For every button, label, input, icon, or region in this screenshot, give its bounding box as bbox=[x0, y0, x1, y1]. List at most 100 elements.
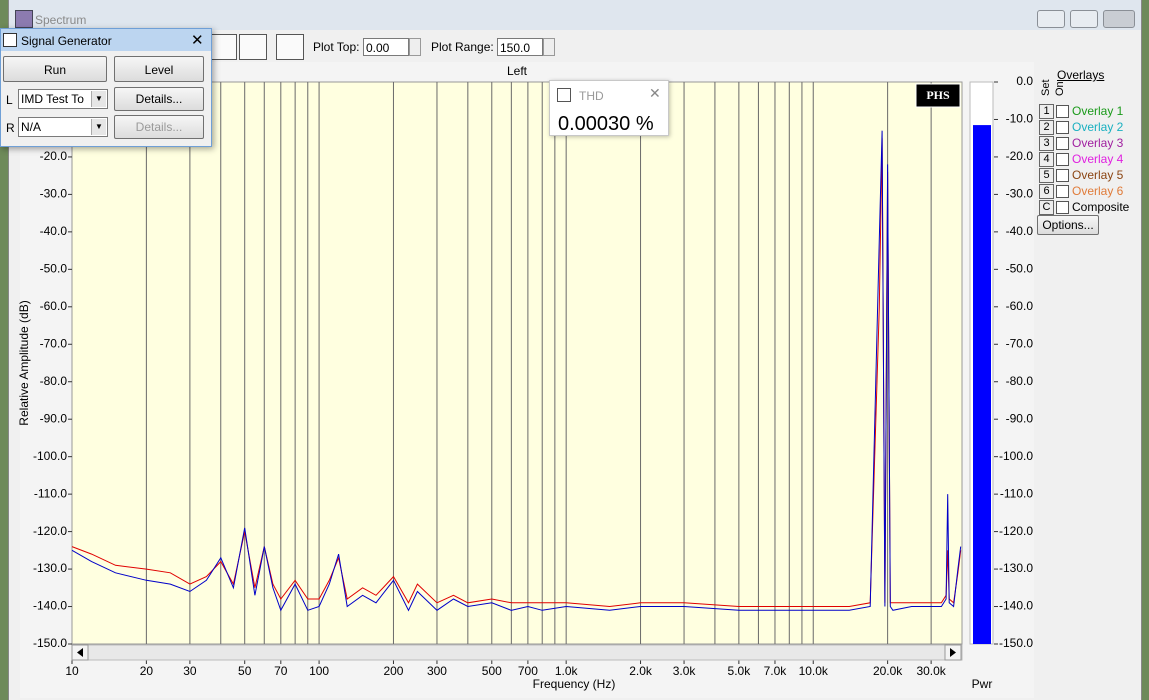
left-channel-label: L bbox=[6, 93, 13, 107]
y-tick-label: -70.0 bbox=[40, 336, 68, 350]
x-tick-label: 5.0k bbox=[728, 664, 752, 678]
meter-bar bbox=[973, 125, 991, 644]
x-tick-label: 300 bbox=[427, 664, 447, 678]
meter-tick-label: -10.0 bbox=[1006, 112, 1034, 126]
x-tick-label: 3.0k bbox=[673, 664, 697, 678]
y-tick-label: -120.0 bbox=[33, 524, 67, 538]
toolbar-scale-button[interactable] bbox=[276, 34, 304, 60]
restore-button[interactable] bbox=[1070, 10, 1098, 28]
signal-generator-window: Signal Generator ✕ Run Level L IMD Test … bbox=[0, 28, 212, 147]
minimize-button[interactable] bbox=[1037, 10, 1065, 28]
x-tick-label: 200 bbox=[383, 664, 403, 678]
overlay-checkbox[interactable] bbox=[1056, 137, 1069, 150]
overlay-label: Overlay 2 bbox=[1072, 120, 1124, 134]
plot-range-input[interactable]: 150.0 bbox=[497, 38, 543, 56]
chart-title: Left bbox=[507, 64, 528, 78]
meter-tick-label: -140.0 bbox=[999, 599, 1033, 613]
meter-label: Pwr bbox=[972, 677, 993, 691]
meter-tick-label: -30.0 bbox=[1006, 187, 1034, 201]
options-button[interactable]: Options... bbox=[1037, 215, 1099, 235]
plot-range-label: Plot Range: bbox=[431, 40, 494, 54]
overlay-checkbox[interactable] bbox=[1056, 201, 1069, 214]
right-details-button[interactable]: Details... bbox=[114, 115, 204, 139]
x-tick-label: 30 bbox=[183, 664, 197, 678]
plot-range-spinner[interactable] bbox=[543, 38, 555, 56]
y-tick-label: -40.0 bbox=[40, 224, 68, 238]
x-tick-label: 1.0k bbox=[555, 664, 579, 678]
meter-tick-label: -50.0 bbox=[1006, 262, 1034, 276]
x-axis-label: Frequency (Hz) bbox=[533, 677, 616, 691]
y-tick-label: -30.0 bbox=[40, 187, 68, 201]
scroll-right-arrow bbox=[950, 648, 956, 657]
overlay-checkbox[interactable] bbox=[1056, 169, 1069, 182]
overlay-set-button[interactable]: 2 bbox=[1039, 120, 1054, 135]
thd-close[interactable]: ✕ bbox=[649, 85, 661, 101]
overlay-set-button[interactable]: 4 bbox=[1039, 152, 1054, 167]
overlay-label: Overlay 1 bbox=[1072, 104, 1124, 118]
set-label: Set bbox=[1040, 79, 1052, 96]
left-details-button[interactable]: Details... bbox=[114, 87, 204, 111]
meter-tick-label: -40.0 bbox=[1006, 224, 1034, 238]
overlay-set-button[interactable]: C bbox=[1039, 200, 1054, 215]
x-tick-label: 100 bbox=[309, 664, 329, 678]
generator-icon bbox=[3, 33, 17, 47]
x-tick-label: 10.0k bbox=[799, 664, 829, 678]
y-tick-label: -150.0 bbox=[33, 636, 67, 650]
plot-top-input[interactable]: 0.00 bbox=[363, 38, 409, 56]
y-tick-label: -50.0 bbox=[40, 262, 68, 276]
meter-tick-label: -100.0 bbox=[999, 449, 1033, 463]
overlay-label: Composite bbox=[1072, 200, 1130, 214]
plot-top-spinner[interactable] bbox=[409, 38, 421, 56]
app-icon bbox=[15, 10, 33, 28]
generator-title: Signal Generator bbox=[21, 34, 112, 48]
overlay-checkbox[interactable] bbox=[1056, 153, 1069, 166]
x-tick-label: 50 bbox=[238, 664, 252, 678]
overlay-checkbox[interactable] bbox=[1056, 185, 1069, 198]
meter-tick-label: -150.0 bbox=[999, 636, 1033, 650]
logo-box bbox=[915, 83, 961, 108]
spectrum-trace bbox=[71, 130, 962, 612]
meter-tick-label: -120.0 bbox=[999, 524, 1033, 538]
left-signal-combo[interactable]: IMD Test To ▼ bbox=[18, 89, 108, 109]
overlay-label: Overlay 3 bbox=[1072, 136, 1124, 150]
meter-tick-label: -110.0 bbox=[1000, 486, 1033, 500]
on-label: On bbox=[1054, 81, 1066, 96]
x-tick-label: 7.0k bbox=[764, 664, 788, 678]
y-tick-label: -100.0 bbox=[33, 449, 67, 463]
scrollbar-track bbox=[71, 644, 963, 661]
y-tick-label: -130.0 bbox=[33, 561, 67, 575]
overlay-label: Overlay 6 bbox=[1072, 184, 1124, 198]
scroll-left-arrow bbox=[77, 648, 83, 657]
level-button[interactable]: Level bbox=[114, 56, 204, 82]
overlay-checkbox[interactable] bbox=[1056, 105, 1069, 118]
meter-tick-label: -80.0 bbox=[1006, 374, 1034, 388]
generator-close[interactable]: ✕ bbox=[191, 32, 204, 49]
run-button[interactable]: Run bbox=[3, 56, 107, 82]
meter-tick-label: -60.0 bbox=[1006, 299, 1034, 313]
right-signal-combo[interactable]: N/A ▼ bbox=[18, 117, 108, 137]
thd-value: 0.00030 % bbox=[558, 113, 654, 135]
overlay-set-button[interactable]: 3 bbox=[1039, 136, 1054, 151]
toolbar-list-button[interactable] bbox=[239, 34, 267, 60]
overlay-checkbox[interactable] bbox=[1056, 121, 1069, 134]
x-tick-label: 500 bbox=[482, 664, 502, 678]
x-tick-label: 700 bbox=[518, 664, 538, 678]
thd-window: THD ✕ 0.00030 % bbox=[549, 80, 669, 136]
plot-top-label: Plot Top: bbox=[313, 40, 360, 54]
x-tick-label: 20.0k bbox=[873, 664, 903, 678]
y-axis-label: Relative Amplitude (dB) bbox=[17, 300, 31, 425]
plot-area bbox=[71, 81, 963, 645]
overlay-set-button[interactable]: 6 bbox=[1039, 184, 1054, 199]
overlays-title: Overlays bbox=[1057, 68, 1105, 82]
meter-tick-label: -90.0 bbox=[1006, 411, 1034, 425]
meter-tick-label: -20.0 bbox=[1006, 149, 1034, 163]
y-tick-label: -90.0 bbox=[40, 411, 68, 425]
window-title: Spectrum bbox=[35, 13, 87, 27]
overlay-set-button[interactable]: 5 bbox=[1039, 168, 1054, 183]
x-tick-label: 2.0k bbox=[629, 664, 653, 678]
overlay-set-button[interactable]: 1 bbox=[1039, 104, 1054, 119]
y-tick-label: -60.0 bbox=[40, 299, 68, 313]
close-button[interactable] bbox=[1103, 10, 1135, 28]
thd-icon bbox=[557, 88, 571, 102]
